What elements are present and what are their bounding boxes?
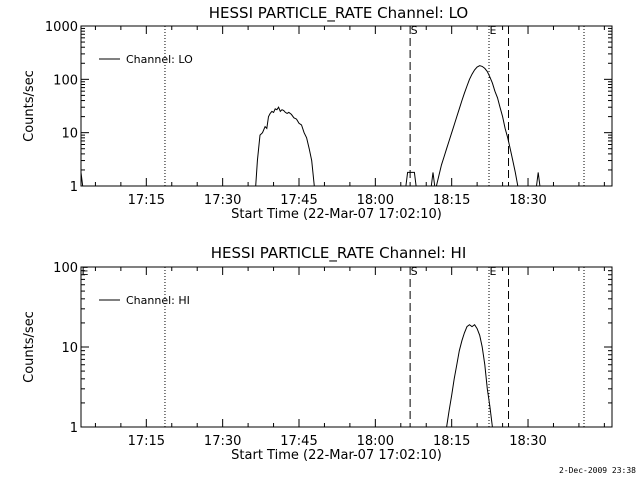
x-tick-label: 17:30 <box>204 434 241 449</box>
x-tick-label: 18:30 <box>509 434 546 449</box>
y-tick-label: 1 <box>70 421 78 436</box>
marker-label: S <box>411 24 418 37</box>
y-tick-label: 10 <box>61 341 78 356</box>
y-tick-label: 100 <box>53 73 78 88</box>
marker-label: S <box>411 265 418 278</box>
series-line <box>405 171 417 187</box>
series-line <box>255 106 315 187</box>
marker-label: E <box>82 265 89 278</box>
x-tick-label: 18:00 <box>357 434 394 449</box>
y-axis-label: Counts/sec <box>22 70 37 142</box>
series-line <box>430 172 436 187</box>
y-tick-label: 1 <box>70 180 78 195</box>
x-tick-label: 17:15 <box>128 193 165 208</box>
marker-label: E <box>490 265 497 278</box>
x-tick-label: 17:45 <box>280 434 317 449</box>
x-tick-label: 18:15 <box>433 434 470 449</box>
series-line <box>435 65 519 187</box>
marker-label: E <box>490 24 497 37</box>
y-tick-label: 1000 <box>45 20 78 35</box>
x-tick-label: 17:15 <box>128 434 165 449</box>
x-tick-label: 18:15 <box>433 193 470 208</box>
x-tick-label: 17:30 <box>204 193 241 208</box>
chart-title: HESSI PARTICLE_RATE Channel: HI <box>211 244 467 263</box>
x-axis-label: Start Time (22-Mar-07 17:02:10) <box>231 448 442 463</box>
legend-label: Channel: HI <box>126 294 190 307</box>
x-tick-label: 17:45 <box>280 193 317 208</box>
x-axis-label: Start Time (22-Mar-07 17:02:10) <box>231 207 442 222</box>
x-tick-label: 18:30 <box>509 193 546 208</box>
series-line <box>536 172 541 187</box>
plot-frame <box>80 266 613 428</box>
x-tick-label: 18:00 <box>357 193 394 208</box>
y-tick-label: 10 <box>61 127 78 142</box>
legend-label: Channel: LO <box>126 53 193 66</box>
y-tick-label: 100 <box>53 261 78 276</box>
chart-panel-hi: HESSI PARTICLE_RATE Channel: HI 1 10 100 17:… <box>22 244 613 463</box>
series-line <box>80 172 84 187</box>
series-line <box>446 323 493 428</box>
y-axis-label: Counts/sec <box>22 311 37 383</box>
plot-frame <box>80 25 613 187</box>
plot-timestamp: 2-Dec-2009 23:38 <box>559 466 636 475</box>
chart-title: HESSI PARTICLE_RATE Channel: LO <box>209 4 468 23</box>
chart-panel-lo: HESSI PARTICLE_RATE Channel: LO 1 10 100 100… <box>22 4 613 222</box>
